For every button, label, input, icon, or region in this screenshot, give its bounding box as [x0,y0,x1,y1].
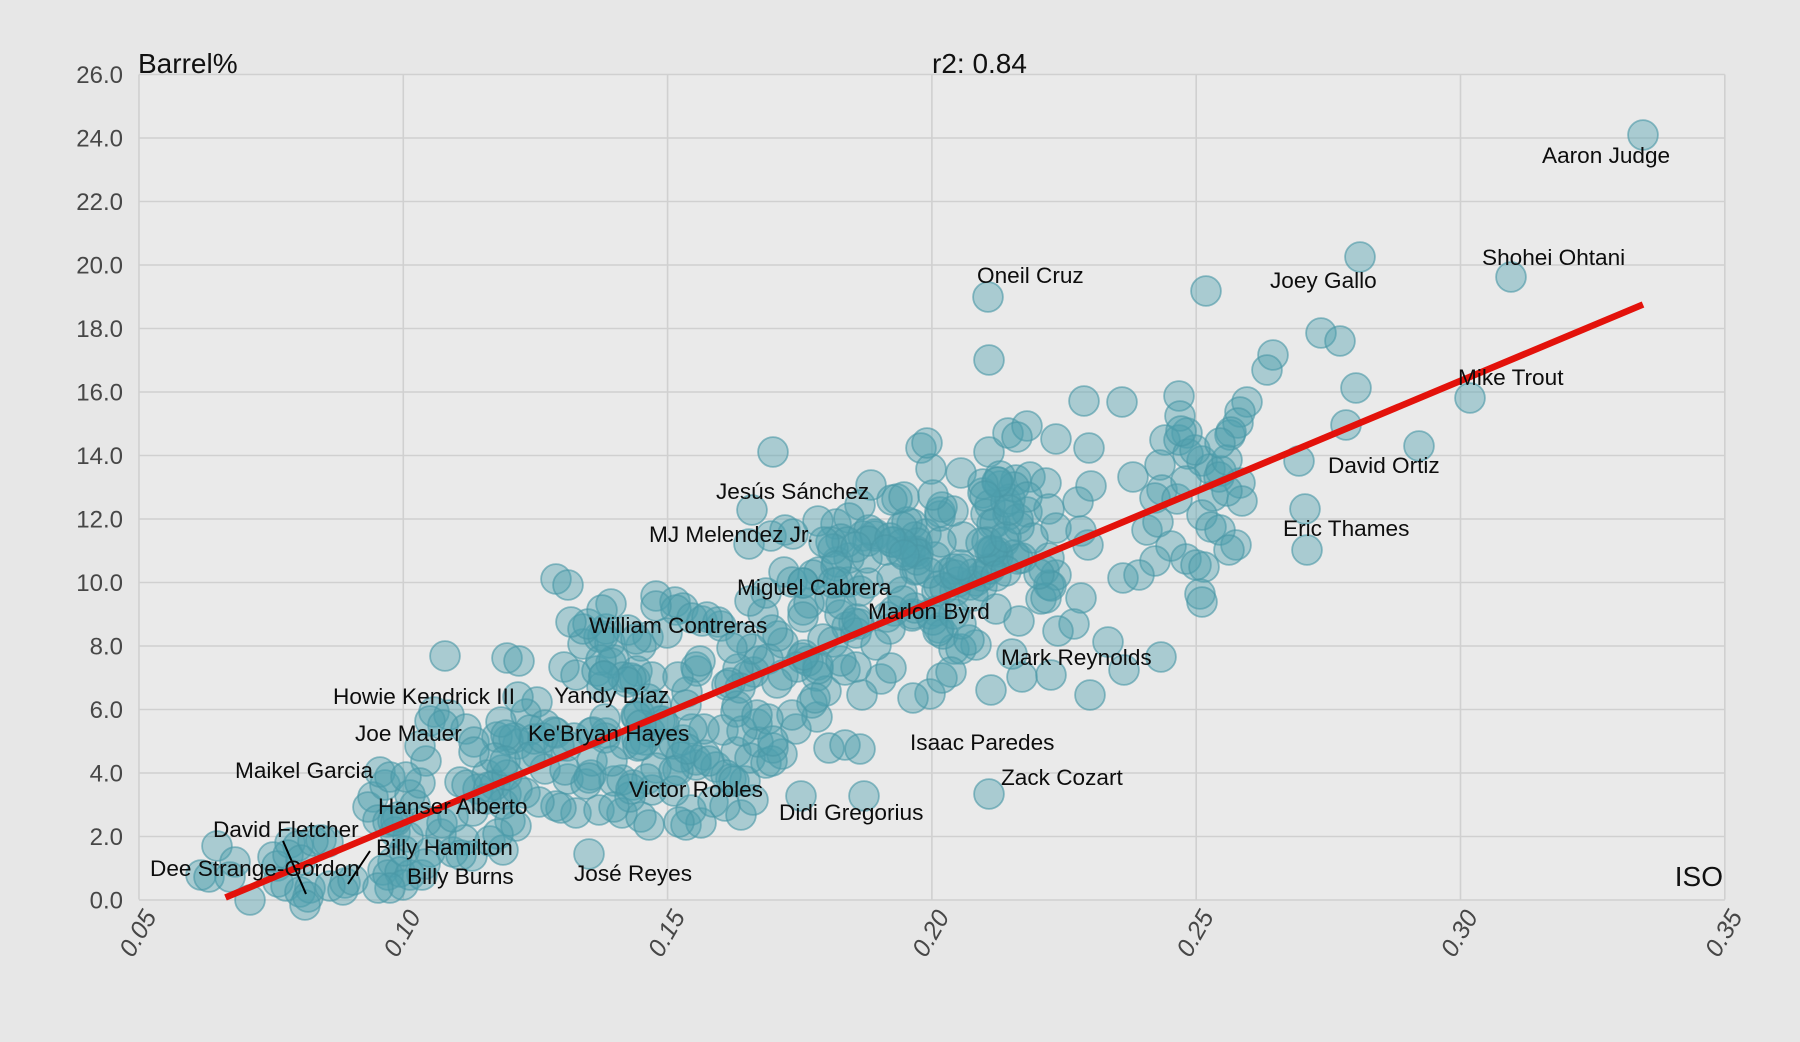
svg-text:Hanser Alberto: Hanser Alberto [378,794,527,819]
svg-text:Oneil Cruz: Oneil Cruz [977,263,1084,288]
svg-text:Mike Trout: Mike Trout [1458,365,1564,390]
svg-text:Miguel Cabrera: Miguel Cabrera [737,575,892,600]
svg-text:26.0: 26.0 [76,62,123,89]
svg-text:Barrel%: Barrel% [138,48,238,79]
svg-text:Shohei Ohtani: Shohei Ohtani [1482,245,1625,270]
svg-text:Isaac Paredes: Isaac Paredes [910,730,1054,755]
svg-text:2.0: 2.0 [90,824,123,851]
svg-text:Maikel Garcia: Maikel Garcia [235,758,374,783]
svg-text:Marlon Byrd: Marlon Byrd [868,599,990,624]
svg-text:Joey Gallo: Joey Gallo [1270,268,1377,293]
svg-text:20.0: 20.0 [76,253,123,280]
svg-text:18.0: 18.0 [76,316,123,343]
svg-text:Mark Reynolds: Mark Reynolds [1001,645,1152,670]
svg-text:Didi Gregorius: Didi Gregorius [779,800,923,825]
svg-text:8.0: 8.0 [90,634,123,661]
svg-text:4.0: 4.0 [90,761,123,788]
svg-text:16.0: 16.0 [76,380,123,407]
svg-text:6.0: 6.0 [90,697,123,724]
svg-text:Aaron Judge: Aaron Judge [1542,143,1670,168]
svg-text:José Reyes: José Reyes [574,861,692,886]
svg-text:Eric Thames: Eric Thames [1283,516,1409,541]
svg-text:David Ortiz: David Ortiz [1328,453,1440,478]
svg-text:MJ Melendez Jr.: MJ Melendez Jr. [649,522,814,547]
svg-text:Jesús Sánchez: Jesús Sánchez [716,479,869,504]
svg-text:22.0: 22.0 [76,189,123,216]
svg-text:Billy Hamilton: Billy Hamilton [376,835,513,860]
svg-text:r2: 0.84: r2: 0.84 [932,48,1027,79]
svg-text:12.0: 12.0 [76,507,123,534]
svg-text:Victor Robles: Victor Robles [629,777,763,802]
svg-text:Ke'Bryan Hayes: Ke'Bryan Hayes [528,721,689,746]
svg-text:Howie Kendrick III: Howie Kendrick III [333,684,515,709]
svg-text:Zack Cozart: Zack Cozart [1001,765,1124,790]
svg-text:Joe Mauer: Joe Mauer [355,721,462,746]
svg-text:David Fletcher: David Fletcher [213,817,359,842]
svg-text:William Contreras: William Contreras [589,613,767,638]
svg-text:0.0: 0.0 [90,888,123,915]
svg-text:ISO: ISO [1675,861,1723,892]
svg-text:Dee Strange-Gordon: Dee Strange-Gordon [150,856,360,881]
svg-text:Yandy Díaz: Yandy Díaz [554,683,669,708]
svg-text:24.0: 24.0 [76,126,123,153]
svg-text:14.0: 14.0 [76,443,123,470]
svg-text:10.0: 10.0 [76,570,123,597]
svg-text:Billy Burns: Billy Burns [407,864,514,889]
